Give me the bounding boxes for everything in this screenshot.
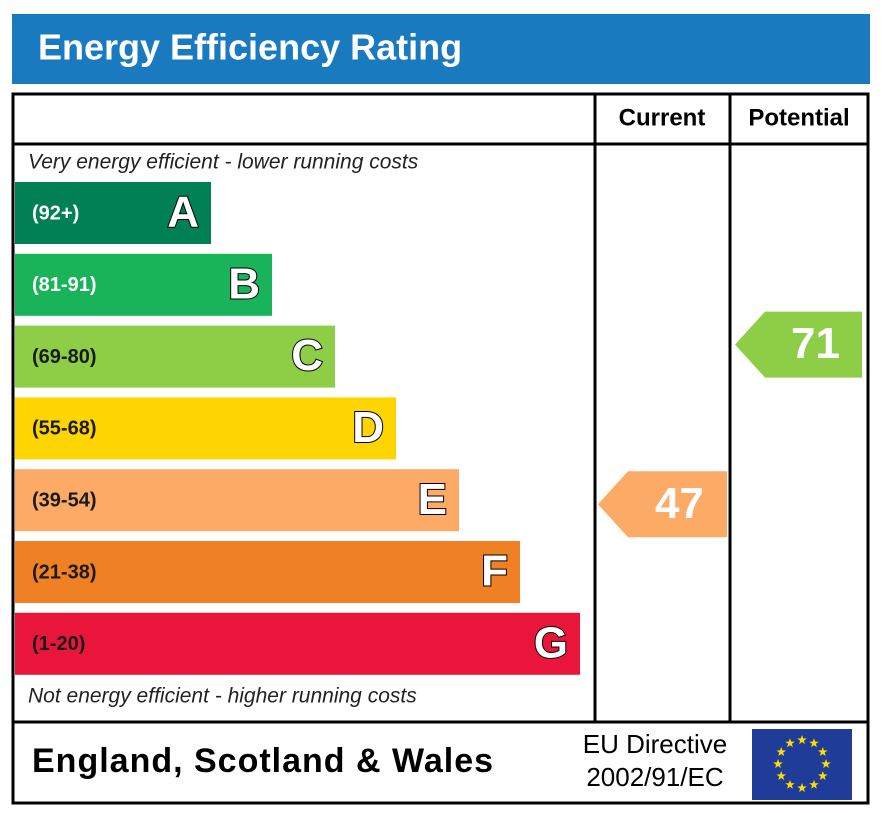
band-range: (21-38) [32,561,96,583]
band-range: (92+) [32,202,79,224]
potential-header: Potential [748,104,849,131]
eu-star [785,779,795,789]
eu-star [785,738,795,748]
eu-star [818,771,828,780]
frame [11,92,870,805]
current-header: Current [619,104,706,131]
current-value: 47 [655,479,704,528]
bottom-note: Not energy efficient - higher running co… [28,685,417,708]
band-range: (1-20) [32,633,85,655]
eu-star [809,738,819,748]
band-letter: A [167,188,199,237]
band-bar [15,253,272,316]
band-range: (69-80) [32,346,96,368]
band-letter: D [352,403,384,452]
eu-star [776,747,786,756]
title: Energy Efficiency Rating [38,27,462,68]
band-bar [15,541,520,603]
eu-star [809,779,819,789]
eu-star [821,759,831,768]
top-note: Very energy efficient - lower running co… [28,151,419,174]
band-letter: B [228,259,260,308]
band-bar [15,612,580,675]
potential-value: 71 [791,319,840,368]
eu-stars [773,735,831,792]
footer-region: England, Scotland & Wales [32,742,494,780]
band-range: (55-68) [32,418,96,440]
band-letter: G [534,618,568,667]
band-bar [15,182,211,244]
band-bar [15,325,335,388]
band-letter: E [418,475,447,524]
eu-star [773,759,783,768]
directive-line: 2002/91/EC [586,762,723,792]
directive-line: EU Directive [583,729,727,759]
band-bar [15,469,459,532]
potential-arrow [735,311,862,378]
band-range: (81-91) [32,274,96,296]
band-letter: F [481,547,508,596]
eu-star [797,735,807,744]
band-bar [15,397,396,460]
title-bar [12,14,870,84]
current-arrow [598,471,727,538]
eu-star [818,747,828,756]
band-range: (39-54) [32,489,96,511]
eu-star [776,771,786,780]
eu-star [797,783,807,792]
band-letter: C [291,331,323,380]
